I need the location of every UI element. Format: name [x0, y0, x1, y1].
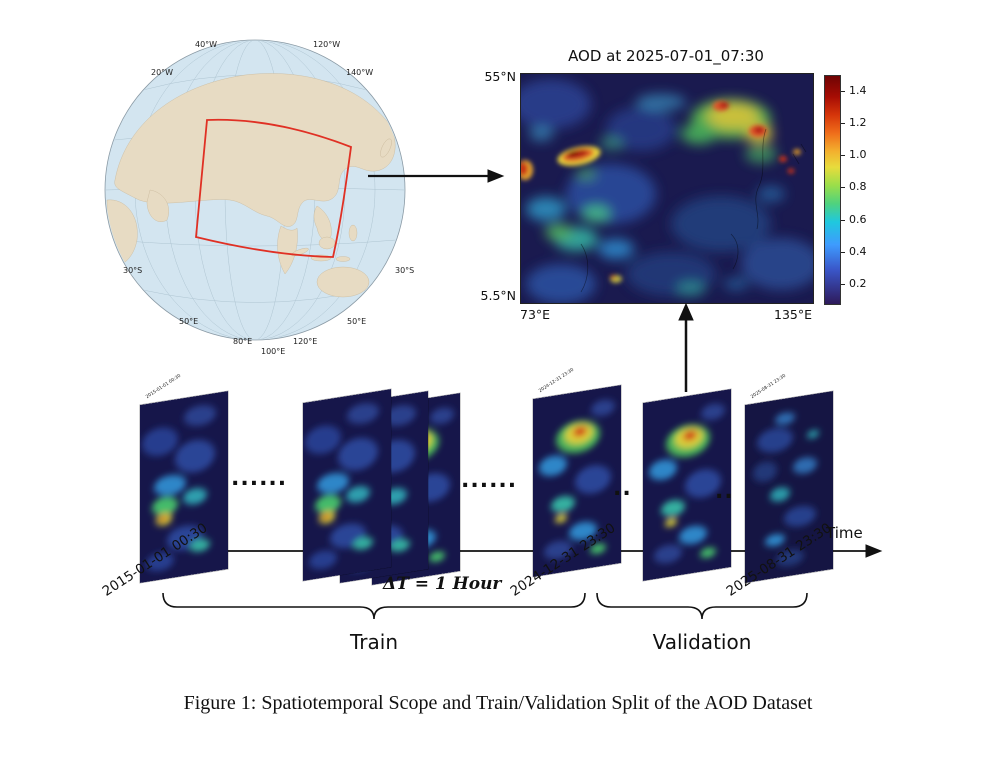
- globe-gridline-label: 30°S: [123, 266, 143, 275]
- globe-gridline-label: 100°E: [261, 347, 286, 356]
- globe-inset: 40°W 120°W 20°W 140°W 30°S 30°S 50°E 50°…: [95, 30, 415, 360]
- train-split-label: Train: [350, 630, 398, 654]
- lon-left-label: 73°E: [520, 307, 551, 322]
- globe-gridline-label: 50°E: [347, 317, 367, 326]
- globe-continents: [106, 73, 396, 298]
- aod-heatmap: [520, 73, 814, 304]
- train-brace: [162, 592, 586, 620]
- colorbar-tick-label: 1.2: [849, 116, 867, 129]
- colorbar-tick: [841, 284, 845, 286]
- globe-gridline-label: 30°S: [395, 266, 415, 275]
- lat-top-label: 55°N: [484, 69, 516, 84]
- validation-brace: [596, 592, 808, 620]
- globe-gridline-label: 120°E: [293, 337, 318, 346]
- coastline-overlay: [580, 128, 807, 293]
- timeline-ellipsis: ..: [613, 476, 632, 501]
- aod-frame: [303, 396, 391, 574]
- colorbar-tick-label: 0.6: [849, 213, 867, 226]
- heatmap-hotspots: [521, 101, 801, 283]
- colorbar-tick: [841, 155, 845, 157]
- colorbar-tick-label: 0.4: [849, 245, 867, 258]
- lon-right-label: 135°E: [774, 307, 813, 322]
- frame-micro-label: 2024-12-31 23:30: [538, 367, 576, 394]
- map-up-arrowhead: [678, 302, 694, 321]
- globe-gridline-label: 20°W: [151, 68, 174, 77]
- colorbar-tick: [841, 252, 845, 254]
- frame-micro-label: 2025-08-31 23:30: [750, 373, 788, 400]
- aod-frame-image: [303, 389, 391, 581]
- frame-micro-label: 2015-01-01 00:30: [145, 373, 183, 400]
- colorbar-tick-label: 1.4: [849, 84, 867, 97]
- colorbar-tick-label: 0.2: [849, 277, 867, 290]
- heatmap-title: AOD at 2025-07-01_07:30: [568, 47, 764, 65]
- colorbar-tick-label: 1.0: [849, 148, 867, 161]
- study-region-outline: [195, 118, 352, 258]
- colorbar-tick-label: 0.8: [849, 180, 867, 193]
- globe-to-map-arrowhead: [487, 169, 505, 183]
- globe-graphic: [104, 39, 406, 341]
- figure-caption: Figure 1: Spatiotemporal Scope and Train…: [183, 692, 813, 714]
- lat-bottom-label: 5.5°N: [480, 288, 516, 303]
- globe-gridline-label: 40°W: [195, 40, 218, 49]
- timeline-arrowhead: [865, 544, 883, 558]
- time-axis-label: Time: [826, 524, 863, 542]
- timeline-ellipsis: ......: [231, 466, 288, 491]
- timeline-ellipsis: ......: [461, 468, 518, 493]
- colorbar-tick: [841, 91, 845, 93]
- globe-gridline-label: 120°W: [313, 40, 341, 49]
- colorbar-tick: [841, 123, 845, 125]
- colorbar-tick: [841, 187, 845, 189]
- validation-split-label: Validation: [652, 630, 752, 654]
- globe-gridline-label: 50°E: [179, 317, 199, 326]
- globe-gridline-label: 80°E: [233, 337, 253, 346]
- colorbar: 1.4 1.2 1.0 0.8 0.6 0.4 0.2: [824, 75, 867, 305]
- heatmap-low-values: [521, 79, 813, 303]
- timeline-ellipsis: ..: [715, 479, 734, 504]
- delta-t-label: ΔT = 1 Hour: [383, 574, 502, 594]
- colorbar-tick: [841, 220, 845, 222]
- globe-gridline-label: 140°W: [346, 68, 374, 77]
